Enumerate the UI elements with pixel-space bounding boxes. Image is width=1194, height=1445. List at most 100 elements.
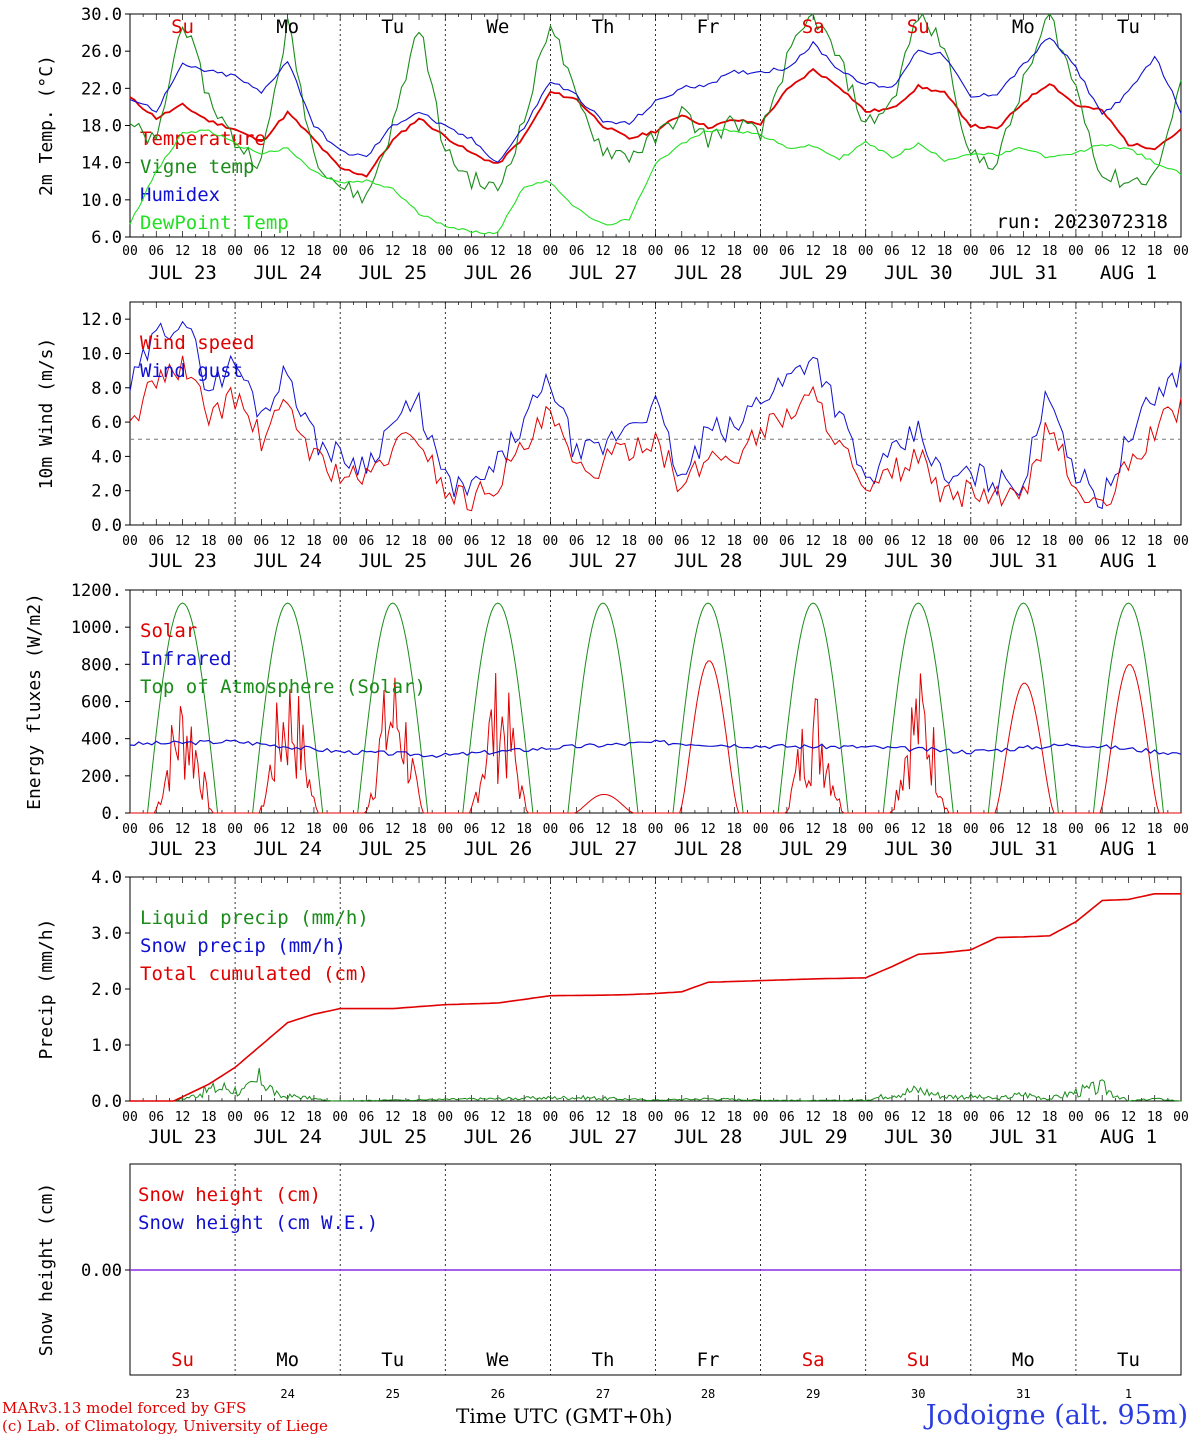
date-number-label: 23 — [175, 1387, 189, 1401]
hour-tick-label: 18 — [1042, 822, 1058, 837]
series-line-humidex — [129, 37, 1182, 163]
date-label: AUG 1 — [1100, 1126, 1157, 1148]
series-line-dewpoint-temp — [129, 128, 1182, 235]
hour-tick-label: 12 — [910, 1110, 926, 1125]
hour-tick-label: 00 — [1068, 822, 1084, 837]
hour-tick-label: 12 — [385, 822, 401, 837]
series-line-temperature — [129, 67, 1182, 178]
hour-tick-label: 06 — [989, 822, 1005, 837]
hour-tick-label: 00 — [332, 244, 348, 259]
legend-entry: DewPoint Temp — [140, 212, 289, 234]
hour-tick-label: 12 — [175, 534, 191, 549]
hour-tick-label: 00 — [332, 534, 348, 549]
y-tick-label: 0.0 — [91, 1092, 122, 1112]
hour-tick-label: 18 — [411, 244, 427, 259]
date-label: JUL 26 — [464, 550, 533, 572]
hour-tick-label: 12 — [1016, 1110, 1032, 1125]
date-number-label: 29 — [806, 1387, 820, 1401]
date-label: JUL 23 — [148, 838, 217, 860]
hour-tick-label: 18 — [832, 822, 848, 837]
hour-tick-label: 12 — [175, 244, 191, 259]
date-number-label: 1 — [1125, 1387, 1132, 1401]
date-label: JUL 28 — [674, 838, 743, 860]
hour-tick-label: 00 — [122, 1110, 138, 1125]
hour-tick-label: 18 — [411, 1110, 427, 1125]
hour-tick-label: 12 — [385, 1110, 401, 1125]
hour-tick-label: 06 — [359, 1110, 375, 1125]
series-line-vigne-temp — [129, 12, 1182, 205]
hour-tick-label: 06 — [1094, 1110, 1110, 1125]
hour-tick-label: 06 — [1094, 822, 1110, 837]
hour-tick-label: 06 — [359, 534, 375, 549]
hour-tick-label: 18 — [1147, 1110, 1163, 1125]
series-line-infrared — [129, 739, 1182, 758]
series-line-liquid-precip — [130, 1067, 1182, 1102]
legend-entry: Vigne temp — [140, 156, 254, 178]
date-label: JUL 24 — [253, 550, 322, 572]
day-label: Tu — [1117, 16, 1140, 38]
hour-tick-label: 18 — [621, 534, 637, 549]
hour-tick-label: 12 — [280, 244, 296, 259]
hour-tick-label: 12 — [175, 822, 191, 837]
hour-tick-label: 18 — [726, 1110, 742, 1125]
hour-tick-label: 06 — [674, 244, 690, 259]
hour-tick-label: 18 — [306, 822, 322, 837]
hour-tick-label: 18 — [201, 244, 217, 259]
date-number-label: 27 — [596, 1387, 610, 1401]
hour-tick-label: 12 — [385, 534, 401, 549]
day-label: Mo — [1012, 1349, 1035, 1371]
hour-tick-label: 18 — [1147, 244, 1163, 259]
hour-tick-label: 00 — [963, 822, 979, 837]
legend-entry: Wind speed — [140, 332, 254, 354]
hour-tick-label: 06 — [884, 1110, 900, 1125]
day-label: Su — [171, 16, 194, 38]
hour-tick-label: 12 — [1121, 244, 1137, 259]
hour-tick-label: 12 — [385, 244, 401, 259]
hour-tick-label: 00 — [858, 244, 874, 259]
series-line-solar — [130, 660, 1181, 814]
hour-tick-label: 18 — [832, 244, 848, 259]
hour-tick-label: 18 — [1042, 534, 1058, 549]
y-tick-label: 10.0 — [81, 344, 122, 364]
hour-tick-label: 00 — [543, 822, 559, 837]
legend-entry: Wind gust — [140, 360, 243, 382]
hour-tick-label: 00 — [227, 1110, 243, 1125]
hour-tick-label: 06 — [674, 822, 690, 837]
hour-tick-label: 00 — [543, 244, 559, 259]
y-axis-label: 2m Temp. (°C) — [36, 55, 57, 196]
hour-tick-label: 06 — [674, 1110, 690, 1125]
y-tick-label: 2.0 — [91, 980, 122, 1000]
hour-tick-label: 12 — [595, 822, 611, 837]
hour-tick-label: 00 — [858, 822, 874, 837]
hour-tick-label: 12 — [805, 822, 821, 837]
date-label: JUL 24 — [253, 838, 322, 860]
date-label: JUL 23 — [148, 262, 217, 284]
hour-tick-label: 00 — [332, 822, 348, 837]
date-label: JUL 27 — [569, 550, 638, 572]
legend-entry: Humidex — [140, 184, 220, 206]
hour-tick-label: 06 — [989, 534, 1005, 549]
hour-tick-label: 06 — [674, 534, 690, 549]
day-label: Tu — [1117, 1349, 1140, 1371]
date-number-label: 25 — [386, 1387, 400, 1401]
date-number-label: 31 — [1016, 1387, 1030, 1401]
hour-tick-label: 06 — [359, 822, 375, 837]
y-tick-label: 12.0 — [81, 310, 122, 330]
hour-tick-label: 18 — [1147, 534, 1163, 549]
hour-tick-label: 00 — [753, 822, 769, 837]
hour-tick-label: 06 — [464, 244, 480, 259]
hour-tick-label: 00 — [122, 822, 138, 837]
hour-tick-label: 18 — [306, 534, 322, 549]
hour-tick-label: 18 — [201, 534, 217, 549]
run-label: run: 2023072318 — [996, 211, 1168, 233]
hour-tick-label: 00 — [227, 244, 243, 259]
hour-tick-label: 00 — [648, 1110, 664, 1125]
y-tick-label: 2.0 — [91, 482, 122, 502]
hour-tick-label: 00 — [122, 534, 138, 549]
y-tick-label: 1000. — [71, 618, 122, 638]
day-label: We — [486, 1349, 509, 1371]
hour-tick-label: 12 — [805, 244, 821, 259]
hour-tick-label: 18 — [306, 1110, 322, 1125]
hour-tick-label: 06 — [779, 534, 795, 549]
legend-entry: Snow height (cm W.E.) — [138, 1212, 378, 1234]
